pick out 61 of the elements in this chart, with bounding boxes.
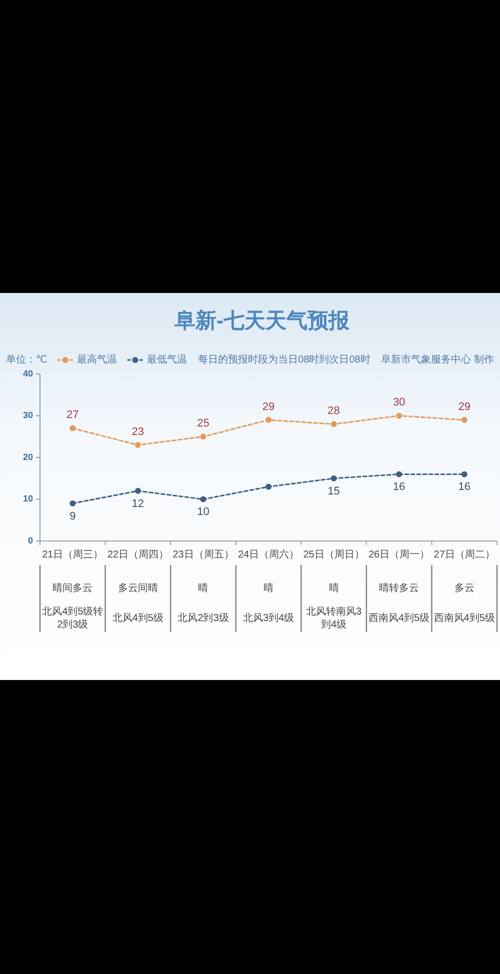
x-tick-label: 24日（周六）	[238, 548, 300, 561]
y-tick-label: 10	[22, 494, 33, 504]
point	[396, 471, 402, 478]
y-axis-title: 单位：℃	[6, 354, 48, 366]
data-label: 29	[262, 400, 275, 413]
point	[266, 416, 272, 423]
data-label: 28	[328, 405, 340, 418]
text: 多云	[454, 582, 474, 594]
point	[134, 442, 141, 448]
text: 阜新市气象服务中心 制作	[381, 354, 494, 366]
x-tick-label: 25日（周日）	[303, 550, 364, 561]
point	[266, 484, 272, 490]
x-tick-label: 21日（周三）	[42, 550, 104, 561]
point	[330, 475, 337, 482]
data-label: 27	[66, 409, 79, 422]
legend-label: 最高气温	[77, 354, 118, 366]
data-label: 10	[197, 506, 210, 518]
chart-subtitle: 每日的预报时段为当日08时到次日08时	[198, 354, 370, 366]
point	[70, 500, 76, 506]
data-label: 12	[132, 498, 144, 510]
text: 北风2到3级	[178, 612, 229, 624]
point	[461, 471, 468, 478]
legend-label: 最低气温	[147, 354, 188, 366]
point	[396, 412, 402, 419]
point	[330, 421, 337, 428]
text: 晴	[264, 582, 274, 594]
chart-title: 阜新-七天天气预报	[174, 308, 350, 333]
legend-item: 最高气温	[57, 354, 118, 366]
text: 北风4到5级	[112, 612, 164, 624]
text: 晴间多云	[52, 582, 93, 594]
text: 西南风4到5级	[434, 612, 495, 624]
data-label: 30	[392, 396, 406, 409]
x-tick-label: 27日（周二）	[434, 550, 495, 561]
x-tick-label: 26日（周一）	[368, 550, 430, 561]
y-tick-label: 40	[22, 368, 33, 378]
text: 多云间晴	[118, 582, 158, 594]
point	[200, 434, 206, 440]
text: 晴	[198, 582, 208, 594]
data-label: 15	[328, 485, 340, 498]
data-label: 16	[458, 481, 470, 494]
text: 北风转南风3到4级	[306, 605, 362, 630]
y-tick-label: 0	[28, 535, 33, 546]
y-tick-label: 20	[22, 452, 33, 462]
y-tick-label: 30	[22, 410, 33, 420]
data-label: 25	[197, 418, 210, 430]
data-label: 16	[392, 481, 406, 494]
legend-item: 最低气温	[127, 354, 188, 366]
text: 晴转多云	[379, 582, 420, 594]
text: 西南风4到5级	[368, 612, 430, 624]
point	[461, 416, 468, 423]
point	[134, 488, 141, 494]
text: 晴	[328, 582, 339, 594]
data-label: 9	[70, 510, 76, 522]
point	[200, 496, 206, 502]
text: 北风3到4级	[242, 612, 294, 624]
data-label: 29	[458, 400, 470, 413]
x-tick-label: 23日（周五）	[172, 550, 234, 561]
x-tick-label: 22日（周四）	[107, 550, 168, 561]
point	[70, 425, 76, 432]
data-label: 23	[132, 426, 144, 438]
text: 北风4到5级转2到3级	[42, 605, 104, 630]
